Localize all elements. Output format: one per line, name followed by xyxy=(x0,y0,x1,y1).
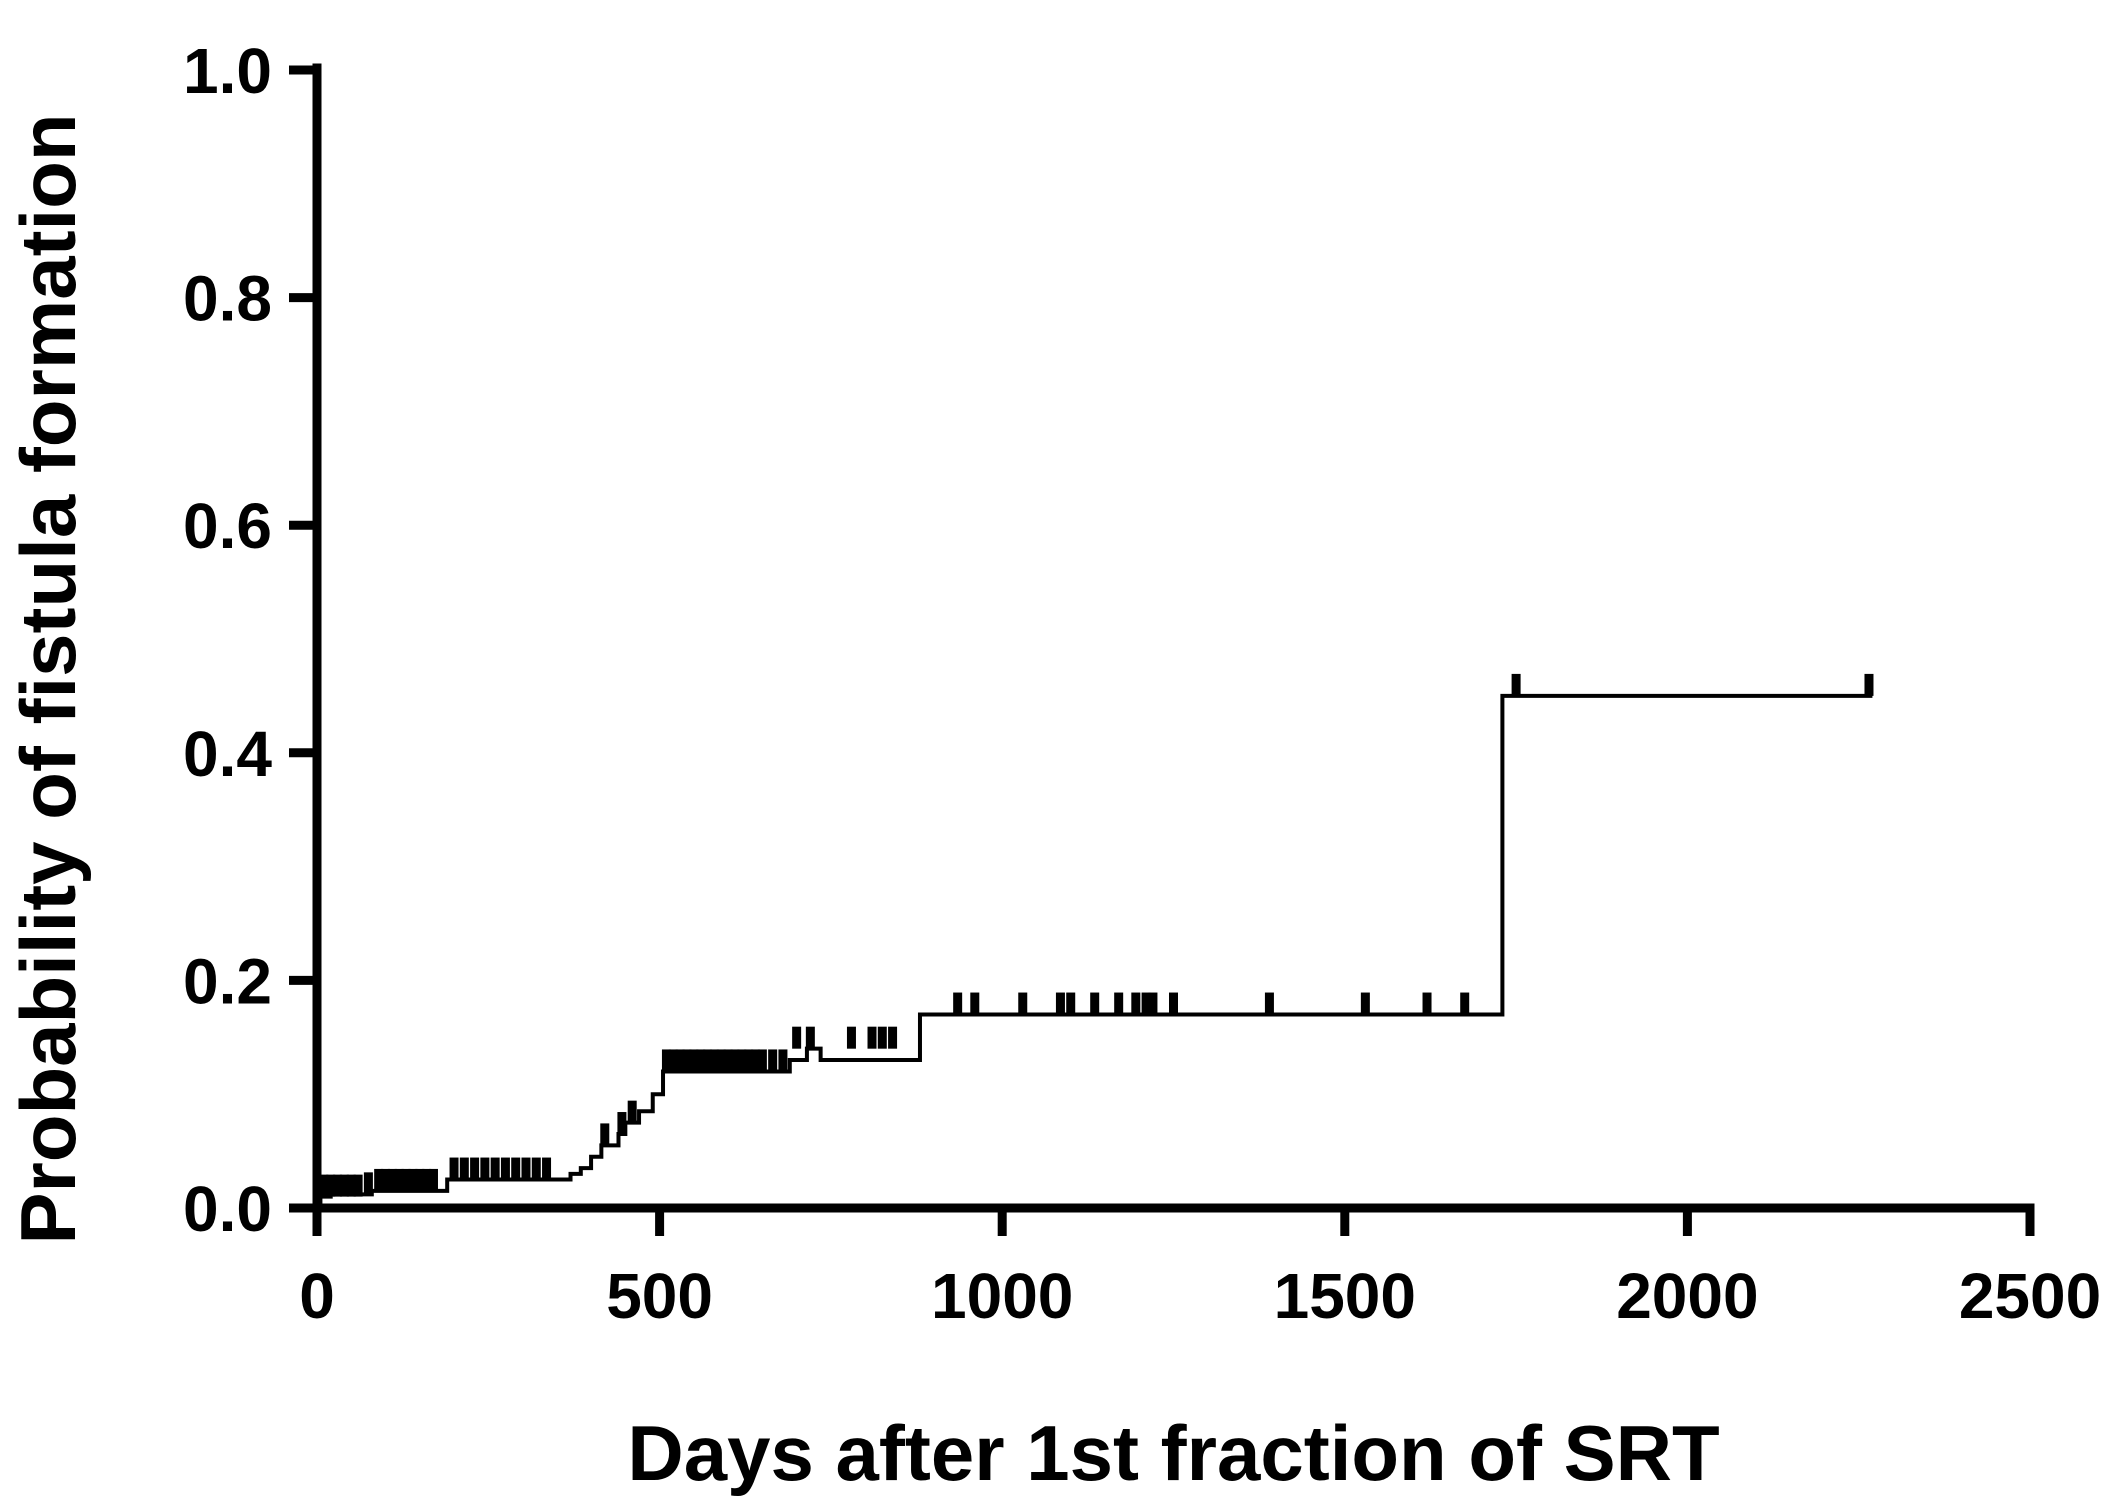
censor-mark xyxy=(696,1049,706,1072)
censor-marks xyxy=(319,673,1874,1197)
km-step-line xyxy=(317,693,1873,1210)
censor-mark xyxy=(627,1100,637,1123)
censor-mark xyxy=(387,1168,397,1191)
censor-mark xyxy=(617,1112,627,1135)
censor-mark xyxy=(1066,992,1076,1015)
censor-mark xyxy=(867,1026,877,1049)
censor-mark xyxy=(363,1172,373,1195)
censor-mark xyxy=(422,1168,432,1191)
censor-mark xyxy=(805,1026,815,1049)
censor-mark xyxy=(319,1174,329,1197)
censor-mark xyxy=(1148,992,1158,1015)
censor-mark xyxy=(751,1049,761,1072)
censor-mark xyxy=(757,1049,767,1072)
censor-mark xyxy=(1131,992,1141,1015)
y-tick-label: 0.0 xyxy=(183,1173,272,1245)
x-tick-label: 1000 xyxy=(931,1260,1073,1332)
censor-mark xyxy=(353,1174,363,1197)
censor-mark xyxy=(682,1049,692,1072)
axes xyxy=(312,63,2035,1213)
y-tick-label: 0.2 xyxy=(183,945,272,1017)
censor-mark xyxy=(716,1049,726,1072)
y-axis-label: Probability of fistula formation xyxy=(4,113,92,1244)
censor-mark xyxy=(600,1123,610,1146)
series-layer xyxy=(317,693,1873,1210)
y-tick-label: 1.0 xyxy=(183,35,272,107)
censor-mark xyxy=(1169,992,1178,1015)
x-tick-label: 1500 xyxy=(1274,1260,1416,1332)
censor-mark xyxy=(326,1174,336,1197)
censor-mark xyxy=(1264,992,1274,1015)
censor-mark xyxy=(490,1157,500,1180)
censor-mark xyxy=(449,1157,459,1180)
censor-mark xyxy=(846,1026,856,1049)
censor-mark xyxy=(374,1168,384,1191)
censor-mark xyxy=(661,1049,671,1072)
censor-mark xyxy=(511,1157,521,1180)
censor-mark xyxy=(953,992,963,1015)
censor-mark xyxy=(792,1026,802,1049)
censor-mark xyxy=(1055,992,1065,1015)
censor-mark xyxy=(1511,673,1521,696)
censor-mark xyxy=(459,1157,469,1180)
censor-mark xyxy=(888,1026,898,1049)
censor-mark xyxy=(470,1157,480,1180)
censor-mark xyxy=(675,1049,685,1072)
censor-mark xyxy=(1360,992,1370,1015)
censor-mark xyxy=(778,1049,788,1072)
censor-mark xyxy=(333,1174,343,1197)
censor-mark xyxy=(1864,673,1874,696)
censor-mark xyxy=(521,1157,531,1180)
censor-mark xyxy=(689,1049,699,1072)
x-tick-label: 2000 xyxy=(1616,1260,1758,1332)
x-tick-label: 500 xyxy=(606,1260,713,1332)
censor-mark xyxy=(531,1157,541,1180)
censor-mark xyxy=(668,1049,678,1072)
censor-mark xyxy=(408,1168,418,1191)
censor-mark xyxy=(346,1174,356,1197)
censor-mark xyxy=(1460,992,1470,1015)
censor-mark xyxy=(970,992,980,1015)
censor-mark xyxy=(744,1049,754,1072)
censor-mark xyxy=(415,1168,425,1191)
y-tick-label: 0.4 xyxy=(183,718,272,790)
censor-mark xyxy=(480,1157,490,1180)
x-tick-label: 2500 xyxy=(1959,1260,2101,1332)
censor-mark xyxy=(1422,992,1432,1015)
censor-mark xyxy=(401,1168,411,1191)
y-tick-label: 0.6 xyxy=(183,490,272,562)
censor-mark xyxy=(381,1168,391,1191)
x-axis-label: Days after 1st fraction of SRT xyxy=(627,1409,1719,1497)
censor-mark xyxy=(730,1049,740,1072)
censor-mark xyxy=(709,1049,719,1072)
censor-mark xyxy=(339,1174,349,1197)
axis-ticks: 0 500 1000 1500 2000 2500 0.0 0.2 0.4 0.6 0.8 1.0 xyxy=(183,35,2101,1332)
censor-mark xyxy=(1090,992,1100,1015)
censor-mark xyxy=(1018,992,1028,1015)
censor-mark xyxy=(394,1168,404,1191)
censor-mark xyxy=(723,1049,733,1072)
x-tick-label: 0 xyxy=(299,1260,335,1332)
censor-mark xyxy=(542,1157,552,1180)
censor-mark xyxy=(737,1049,747,1072)
censor-mark xyxy=(877,1026,887,1049)
censor-mark xyxy=(500,1157,510,1180)
censor-mark xyxy=(768,1049,778,1072)
censor-mark xyxy=(1141,992,1151,1015)
censor-mark xyxy=(703,1049,713,1072)
censor-mark xyxy=(428,1168,438,1191)
censor-mark xyxy=(1114,992,1124,1015)
y-tick-label: 0.8 xyxy=(183,263,272,335)
